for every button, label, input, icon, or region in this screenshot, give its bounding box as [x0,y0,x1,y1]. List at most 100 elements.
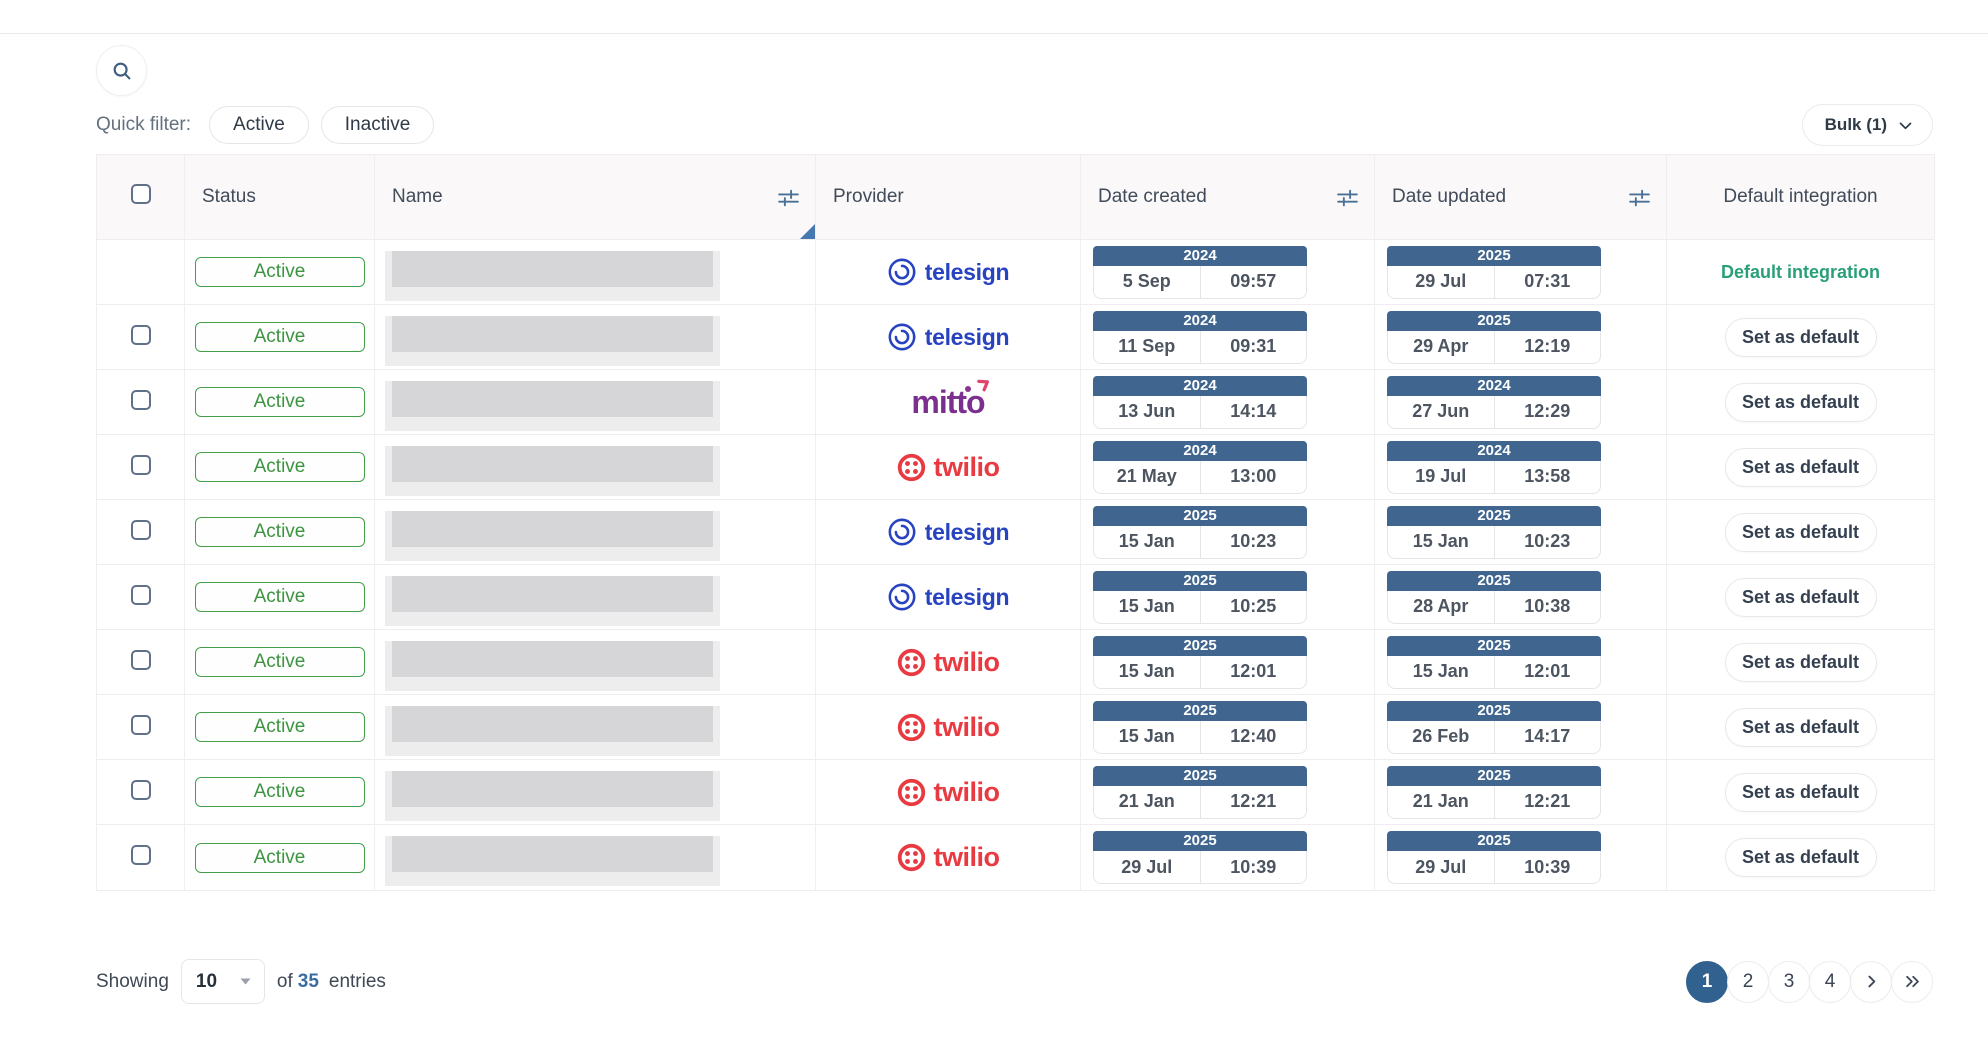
column-header-date-updated-label: Date updated [1392,186,1507,207]
set-default-button[interactable]: Set as default [1724,447,1877,487]
date-updated-badge: 2024 27 Jun 12:29 [1387,375,1601,429]
provider-logo-telesign: telesign [887,517,1010,547]
date-created-time: 10:23 [1230,531,1277,551]
table-row: Active twilio 2025 21 Jan [97,760,1934,825]
name-redacted-inner [392,250,713,287]
date-created-year: 2024 [1093,440,1307,461]
date-updated-badge: 2025 15 Jan 10:23 [1387,505,1601,559]
telesign-icon [888,583,916,611]
date-created-day: 11 Sep [1094,330,1201,363]
row-checkbox[interactable] [130,324,151,345]
filter-active-button[interactable]: Active [209,106,309,144]
set-default-button[interactable]: Set as default [1724,642,1877,682]
pagination-footer: Showing 10 of 35 entries 1 2 3 4 [96,959,1933,1004]
column-header-name: Name [375,155,816,240]
twilio-icon [897,778,925,806]
date-created-badge: 2025 29 Jul 10:39 [1093,831,1307,884]
name-column-filter-icon[interactable] [776,185,801,210]
row-checkbox[interactable] [130,519,151,540]
top-divider [0,33,1988,34]
select-all-checkbox[interactable] [130,184,151,204]
date-created-time: 12:40 [1230,726,1277,746]
table-header-row: Status Name Provider Date created [97,155,1934,240]
date-updated-year: 2025 [1387,505,1601,526]
date-updated-day: 27 Jun [1388,395,1495,428]
date-updated-day: 15 Jan [1388,525,1495,558]
provider-logo-telesign: telesign [887,257,1010,287]
of-label: of [276,970,293,992]
table-row: Active twilio 2024 21 May [97,435,1934,500]
twilio-icon [897,843,925,872]
date-updated-year: 2025 [1387,765,1601,786]
date-updated-year: 2025 [1387,245,1601,266]
date-updated-day: 19 Jul [1388,460,1495,493]
date-created-time: 10:39 [1230,856,1277,877]
date-created-year: 2024 [1093,375,1307,396]
row-checkbox[interactable] [130,714,151,735]
date-updated-time: 10:23 [1524,531,1571,551]
date-created-time: 09:57 [1230,271,1277,291]
mitto-arrow-icon [976,379,989,391]
date-created-time: 14:14 [1230,401,1277,421]
page-size-value: 10 [195,970,218,992]
set-default-button[interactable]: Set as default [1724,317,1877,357]
date-created-badge: 2025 15 Jan 12:01 [1093,635,1307,689]
date-created-badge: 2024 13 Jun 14:14 [1093,375,1307,429]
date-created-year: 2024 [1093,310,1307,331]
date-created-time: 09:31 [1230,336,1277,356]
date-updated-badge: 2025 26 Feb 14:17 [1387,700,1601,754]
provider-logo-twilio: twilio [897,452,1000,483]
filter-inactive-button[interactable]: Inactive [320,106,435,144]
date-updated-day: 29 Jul [1388,851,1495,883]
set-default-button[interactable]: Set as default [1724,577,1877,617]
column-resize-handle[interactable] [800,224,815,239]
twilio-icon [897,713,925,741]
provider-logo-telesign: telesign [887,582,1010,612]
row-checkbox[interactable] [130,584,151,605]
set-default-button[interactable]: Set as default [1724,382,1877,422]
provider-logo-telesign: telesign [887,322,1010,352]
row-checkbox[interactable] [130,649,151,670]
set-default-button[interactable]: Set as default [1724,772,1877,812]
date-created-filter-icon[interactable] [1335,185,1360,210]
row-checkbox[interactable] [130,779,151,800]
last-page-button[interactable] [1891,960,1933,1003]
set-default-button[interactable]: Set as default [1724,838,1877,877]
telesign-wordmark: telesign [924,583,1010,610]
provider-logo-twilio: twilio [897,647,1000,678]
row-checkbox[interactable] [130,845,151,865]
date-updated-year: 2025 [1387,310,1601,331]
date-updated-time: 13:58 [1524,466,1571,486]
page-button-3[interactable]: 3 [1768,960,1810,1003]
set-default-button[interactable]: Set as default [1724,512,1877,552]
name-redacted [385,705,720,756]
bulk-actions-button[interactable]: Bulk (1) [1801,104,1933,146]
set-default-button[interactable]: Set as default [1724,707,1877,747]
date-created-badge: 2024 11 Sep 09:31 [1093,310,1307,364]
column-header-date-updated: Date updated [1375,155,1667,240]
page-button-2[interactable]: 2 [1727,960,1769,1003]
page-size-select[interactable]: 10 [180,959,265,1004]
twilio-wordmark: twilio [933,646,1001,677]
date-created-day: 15 Jan [1094,720,1201,753]
row-checkbox[interactable] [130,454,151,475]
default-integration-text: Default integration [1720,261,1880,282]
page-button-1[interactable]: 1 [1686,960,1728,1003]
date-created-badge: 2025 15 Jan 12:40 [1093,700,1307,754]
date-updated-filter-icon[interactable] [1627,185,1652,210]
date-created-badge: 2025 15 Jan 10:25 [1093,570,1307,624]
date-created-time: 12:21 [1230,791,1277,811]
search-button[interactable] [96,45,147,96]
name-redacted-inner [392,315,713,352]
date-created-time: 10:25 [1230,596,1277,616]
status-badge: Active [194,517,365,547]
date-updated-time: 12:29 [1524,401,1571,421]
row-checkbox[interactable] [130,389,151,410]
provider-logo-twilio: twilio [897,842,1000,873]
telesign-wordmark: telesign [924,518,1010,545]
quick-filter-label: Quick filter: [96,114,192,135]
table-body: Active telesign 2024 5 Sep 09:57 [97,240,1934,890]
name-redacted-inner [392,510,713,547]
next-page-button[interactable] [1850,960,1892,1003]
page-button-4[interactable]: 4 [1809,960,1851,1003]
